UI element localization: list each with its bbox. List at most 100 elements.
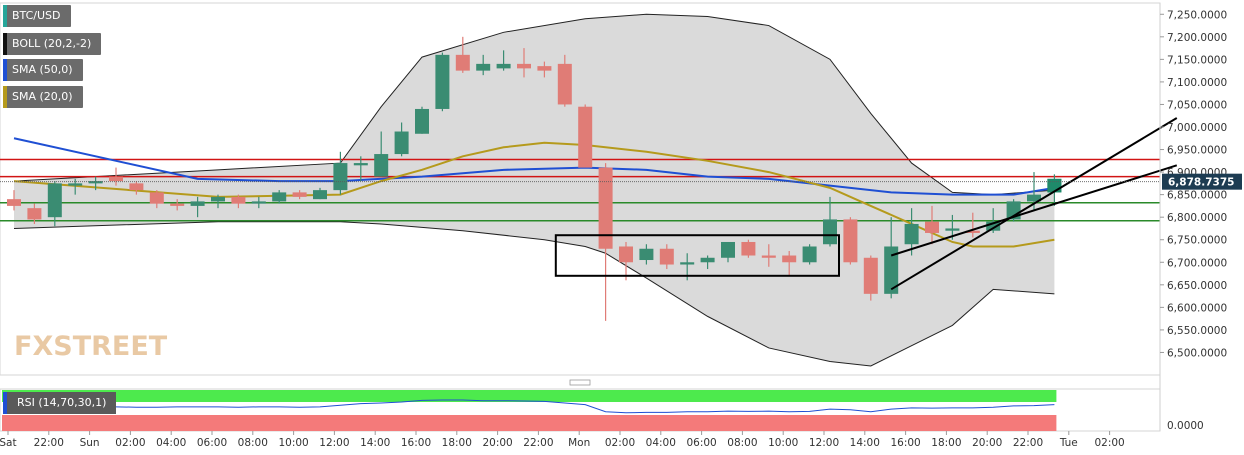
candle-8[interactable]	[170, 199, 185, 211]
candle-1[interactable]	[27, 203, 42, 224]
consolidation-box[interactable]	[554, 234, 840, 277]
candle-18[interactable]	[374, 131, 389, 177]
candle-37[interactable]	[761, 244, 776, 267]
candle-38[interactable]	[782, 251, 797, 276]
candle-22[interactable]	[455, 36, 470, 73]
rsi-line	[13, 399, 1055, 414]
candle-body-15	[313, 190, 327, 200]
time-tick-label-9: 14:00	[360, 437, 390, 449]
legend-label-btcusd: BTC/USD	[12, 9, 61, 22]
candle-body-45	[925, 221, 939, 233]
candle-body-5	[109, 176, 123, 182]
legend-sma20[interactable]: SMA (20,0)	[3, 86, 83, 108]
candle-body-50	[1027, 194, 1041, 202]
candle-42[interactable]	[863, 255, 878, 301]
legend-label-boll: BOLL (20,2,-2)	[12, 37, 92, 50]
candle-40[interactable]	[823, 196, 837, 247]
candle-11[interactable]	[231, 194, 246, 209]
candle-2[interactable]	[47, 181, 62, 227]
candle-41[interactable]	[843, 217, 858, 265]
candle-10[interactable]	[211, 194, 225, 209]
candle-28[interactable]	[578, 104, 593, 168]
candle-21[interactable]	[435, 52, 450, 112]
candle-47[interactable]	[965, 212, 980, 238]
candle-6[interactable]	[129, 181, 144, 195]
candle-body-32	[659, 248, 674, 265]
candle-44[interactable]	[904, 208, 919, 256]
candle-7[interactable]	[149, 190, 164, 209]
time-tick-label-27: 02:00	[1094, 437, 1124, 449]
legend-sma50[interactable]: SMA (50,0)	[3, 59, 83, 81]
candle-26[interactable]	[537, 61, 552, 78]
candle-19[interactable]	[394, 122, 409, 157]
candle-body-21	[435, 54, 450, 109]
candle-32[interactable]	[659, 244, 674, 270]
time-tick-label-6: 08:00	[238, 437, 268, 449]
candle-13[interactable]	[272, 190, 287, 204]
price-tick-label-7: 6,850.0000	[1167, 190, 1227, 202]
time-tick-label-26: Tue	[1059, 437, 1078, 449]
legend-btcusd[interactable]: BTC/USD	[3, 5, 71, 27]
time-tick-label-22: 16:00	[890, 437, 920, 449]
pane-resize-handle[interactable]	[569, 379, 591, 386]
candle-4[interactable]	[88, 176, 103, 191]
candle-body-37	[761, 255, 776, 258]
candle-25[interactable]	[517, 48, 531, 78]
candle-14[interactable]	[292, 190, 307, 200]
candle-16[interactable]	[333, 151, 348, 195]
candle-body-41	[843, 219, 858, 263]
candle-3[interactable]	[68, 178, 83, 195]
candle-body-22	[455, 54, 470, 71]
rsi-legend[interactable]: RSI (14,70,30,1)	[3, 392, 117, 414]
time-tick-label-15: 02:00	[605, 437, 635, 449]
candle-31[interactable]	[639, 244, 654, 265]
candle-43[interactable]	[884, 217, 899, 299]
candle-36[interactable]	[741, 239, 756, 258]
candle-29[interactable]	[598, 163, 613, 321]
candle-23[interactable]	[476, 54, 491, 76]
candle-20[interactable]	[415, 106, 429, 134]
candle-35[interactable]	[721, 241, 735, 263]
candle-body-2	[47, 183, 62, 218]
price-tick-label-13: 7,150.0000	[1167, 54, 1227, 66]
candle-27[interactable]	[557, 54, 572, 107]
candle-body-3	[68, 183, 83, 186]
candle-body-25	[517, 63, 531, 69]
trend-channel-line-0[interactable]	[890, 117, 1178, 291]
candle-5[interactable]	[109, 167, 123, 186]
candle-15[interactable]	[313, 187, 327, 200]
last-price-tag[interactable]	[1162, 173, 1242, 190]
time-tick-label-24: 20:00	[972, 437, 1002, 449]
candle-body-29	[598, 167, 613, 249]
bollinger-lower-line	[13, 221, 1055, 367]
time-tick-label-8: 12:00	[319, 437, 349, 449]
candle-body-7	[149, 192, 164, 204]
price-tick-label-5: 6,750.0000	[1167, 235, 1227, 247]
time-tick-label-17: 06:00	[686, 437, 716, 449]
candle-30[interactable]	[619, 241, 633, 281]
candle-body-36	[741, 241, 756, 256]
legend-boll[interactable]: BOLL (20,2,-2)	[3, 33, 102, 55]
candle-body-31	[639, 248, 654, 261]
time-tick-label-0: Sat	[0, 437, 17, 449]
candle-24[interactable]	[496, 50, 511, 71]
legend-swatch-boll	[3, 33, 7, 55]
candle-39[interactable]	[802, 244, 817, 265]
time-tick-label-18: 08:00	[727, 437, 757, 449]
time-tick-label-7: 10:00	[278, 437, 308, 449]
trend-channel-line-1[interactable]	[890, 164, 1178, 257]
price-tick-label-6: 6,800.0000	[1167, 212, 1227, 224]
candle-9[interactable]	[190, 196, 205, 218]
candles	[7, 36, 1062, 321]
price-tick-label-2: 6,600.0000	[1167, 302, 1227, 314]
legend-label-sma20: SMA (20,0)	[12, 90, 73, 103]
candle-17[interactable]	[353, 156, 368, 182]
candle-12[interactable]	[251, 196, 266, 209]
candle-34[interactable]	[700, 255, 715, 270]
candle-45[interactable]	[925, 205, 939, 245]
candle-body-19	[394, 131, 409, 155]
candle-0[interactable]	[7, 190, 21, 211]
time-tick-label-25: 22:00	[1013, 437, 1043, 449]
candle-body-13	[272, 192, 287, 202]
